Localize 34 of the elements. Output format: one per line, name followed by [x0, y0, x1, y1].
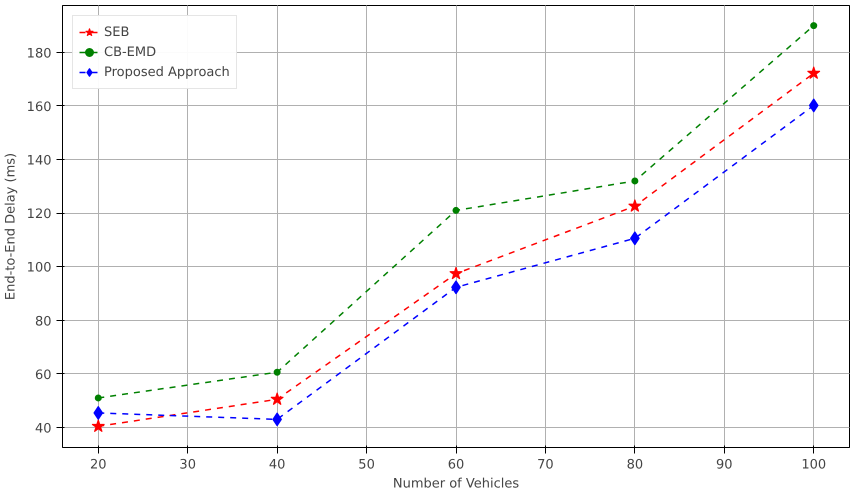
point — [94, 394, 102, 402]
point — [810, 22, 818, 30]
point — [807, 66, 820, 80]
x-tick-label: 50 — [358, 458, 375, 472]
point — [808, 98, 819, 112]
y-tick-label: 40 — [34, 421, 52, 436]
point — [274, 368, 281, 376]
y-tick-label: 140 — [26, 154, 52, 169]
point — [631, 177, 638, 184]
x-tick-label: 30 — [179, 458, 196, 472]
point — [452, 206, 460, 214]
x-tick-label: 20 — [90, 458, 107, 472]
legend-label: SEB — [104, 24, 130, 40]
y-tick-label: 120 — [26, 207, 52, 222]
x-tick-label: 80 — [626, 458, 644, 472]
point — [449, 266, 463, 280]
y-tick-label: 80 — [34, 314, 52, 330]
point — [93, 406, 104, 420]
point — [270, 392, 284, 406]
y-tick-label: 180 — [26, 46, 52, 62]
x-tick-label: 90 — [716, 458, 733, 472]
legend-label: CB-EMD — [104, 44, 156, 60]
y-tick-label: 100 — [26, 260, 52, 276]
y-axis-title: End-to-End Delay (ms) — [4, 152, 19, 300]
x-tick-label: 100 — [801, 458, 826, 472]
y-tick-label: 60 — [34, 368, 52, 383]
point — [628, 199, 642, 212]
y-tick-label: 160 — [26, 100, 52, 115]
x-tick-label: 40 — [268, 458, 286, 472]
point — [92, 419, 105, 432]
x-axis-title: Number of Vehicles — [392, 476, 520, 492]
x-tick-label: 60 — [448, 458, 464, 472]
x-tick-label: 70 — [537, 458, 554, 472]
legend-label: Proposed Approach — [104, 64, 230, 80]
